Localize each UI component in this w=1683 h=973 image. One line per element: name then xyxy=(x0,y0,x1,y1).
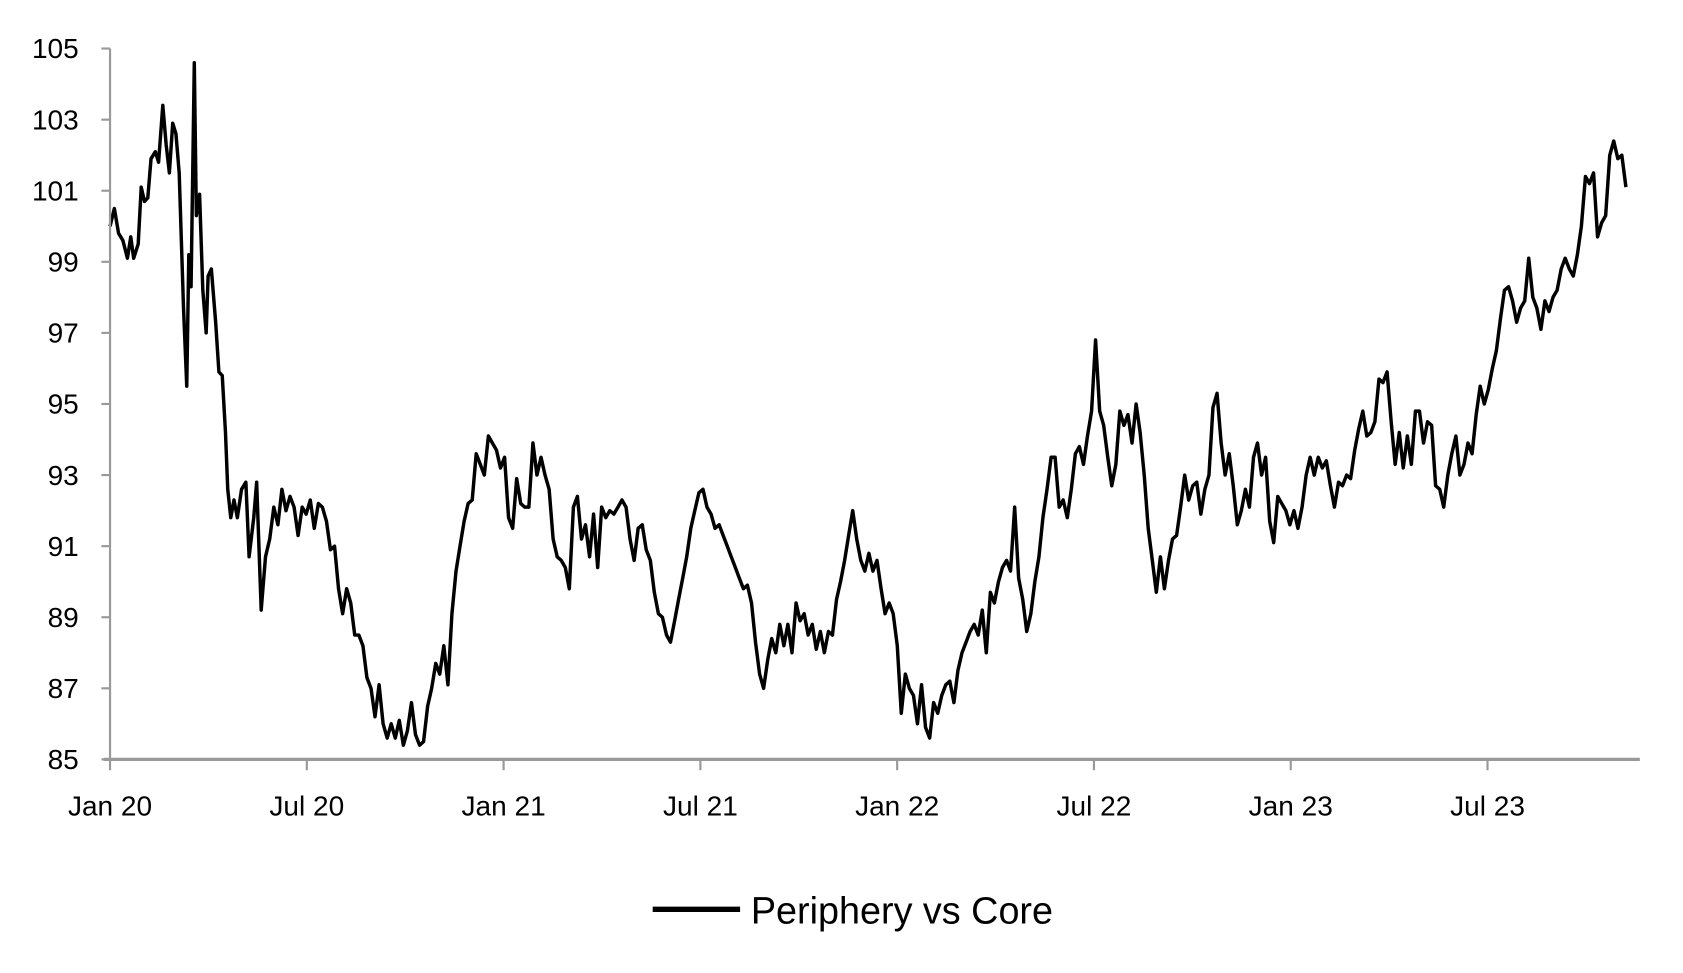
y-tick-label: 87 xyxy=(48,673,79,704)
x-tick-label: Jul 21 xyxy=(663,791,738,822)
y-tick-label: 93 xyxy=(48,460,79,491)
axes xyxy=(103,48,1640,762)
x-tick-label: Jul 20 xyxy=(269,791,344,822)
x-tick-label: Jul 23 xyxy=(1450,791,1525,822)
y-axis-ticks: 85 87 89 91 93 95 97 99 101 103 105 xyxy=(32,33,111,775)
y-tick-label: 103 xyxy=(32,104,79,135)
legend-label-periphery-vs-core: Periphery vs Core xyxy=(751,889,1053,931)
x-tick-label: Jan 20 xyxy=(68,791,152,822)
x-tick-label: Jan 22 xyxy=(855,791,939,822)
y-tick-label: 89 xyxy=(48,602,79,633)
y-tick-label: 99 xyxy=(48,247,79,278)
y-tick-label: 95 xyxy=(48,389,79,420)
x-tick-label: Jan 23 xyxy=(1249,791,1333,822)
series-line-periphery-vs-core xyxy=(108,61,1628,747)
x-axis-ticks: Jan 20 Jul 20 Jan 21 Jul 21 Jan 22 Jul 22 Jan … xyxy=(68,759,1525,822)
y-tick-label: 85 xyxy=(48,744,79,775)
x-tick-label: Jan 21 xyxy=(462,791,546,822)
legend: Periphery vs Core xyxy=(652,889,1053,931)
y-tick-label: 91 xyxy=(48,531,79,562)
x-tick-label: Jul 22 xyxy=(1057,791,1132,822)
series-line-group xyxy=(108,61,1628,747)
y-tick-label: 105 xyxy=(32,33,79,64)
y-tick-label: 97 xyxy=(48,318,79,349)
y-tick-label: 101 xyxy=(32,175,79,206)
